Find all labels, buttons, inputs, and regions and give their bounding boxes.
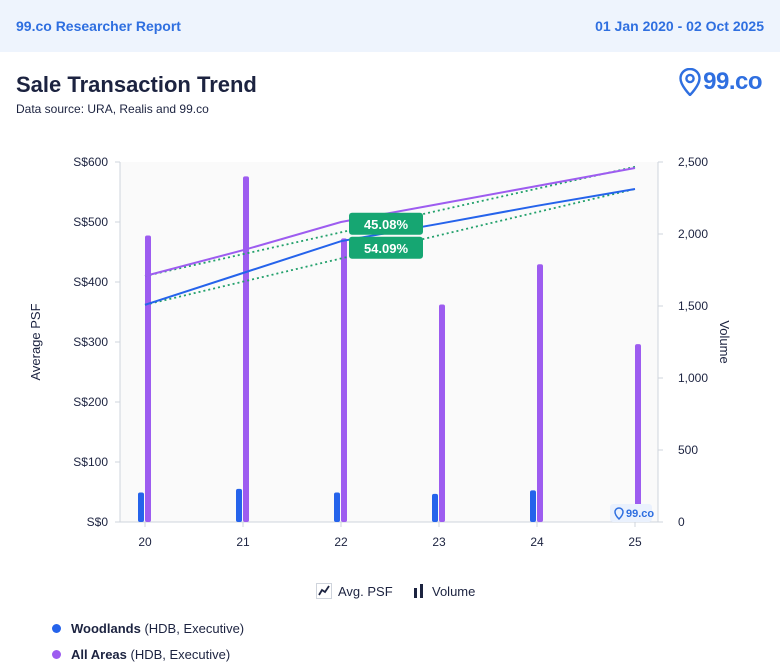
series-legend-name: All Areas (71, 647, 127, 662)
x-axis-tick-label: 20 (138, 535, 152, 549)
left-axis-tick-label: S$400 (73, 275, 108, 289)
growth-badge-bg (349, 236, 423, 259)
right-axis-tick-label: 500 (678, 443, 698, 457)
legend-volume-label: Volume (432, 583, 476, 599)
volume-bar-all-areas (341, 238, 347, 522)
right-axis-tick-label: 0 (678, 515, 685, 529)
watermark-text: 99.co (626, 508, 654, 520)
volume-bar-all-areas (537, 264, 543, 522)
left-axis-label: Average PSF (28, 303, 43, 380)
volume-bar-woodlands (236, 488, 242, 522)
location-pin-icon (679, 68, 701, 96)
growth-badge-label: 45.08% (364, 217, 409, 232)
brand-logo: 99.co (679, 68, 762, 96)
report-title: 99.co Researcher Report (16, 18, 181, 34)
data-source: Data source: URA, Realis and 99.co (16, 102, 209, 116)
growth-badge-bg (349, 212, 423, 235)
watermark-pin-icon (614, 507, 624, 521)
volume-bar-woodlands (334, 492, 340, 522)
volume-bar-all-areas (243, 176, 249, 522)
growth-badge-label: 54.09% (364, 241, 409, 256)
x-axis-tick-label: 21 (236, 535, 250, 549)
legend-avg-psf[interactable]: Avg. PSF (316, 583, 393, 599)
chart-watermark: 99.co (610, 504, 654, 522)
sale-transaction-chart: S$0 S$100 S$200 S$300 S$400 S$500 S$600 0 500 1,0… (28, 155, 732, 549)
left-axis-tick-label: S$0 (87, 515, 109, 529)
series-legend-detail: (HDB, Executive) (144, 621, 245, 636)
left-axis-tick-label: S$300 (73, 335, 108, 349)
woodlands-color-dot (52, 624, 61, 633)
all-areas-color-dot (52, 650, 61, 659)
volume-bar-woodlands (530, 490, 536, 522)
right-axis-label: Volume (717, 320, 732, 363)
left-axis-tick-label: S$100 (73, 455, 108, 469)
series-legend-woodlands: Woodlands (HDB, Executive) (52, 621, 244, 636)
series-legend-detail: (HDB, Executive) (130, 647, 231, 662)
x-axis-tick-label: 23 (432, 535, 446, 549)
report-header-bar: 99.co Researcher Report 01 Jan 2020 - 02… (0, 0, 780, 52)
legend-volume[interactable]: Volume (412, 583, 475, 599)
date-range: 01 Jan 2020 - 02 Oct 2025 (595, 18, 764, 34)
right-axis-tick-label: 1,500 (678, 299, 708, 313)
left-axis-tick-label: S$500 (73, 215, 108, 229)
series-legend-all-areas: All Areas (HDB, Executive) (52, 647, 230, 662)
line-chart-icon (316, 583, 332, 599)
logo-text: 99.co (703, 68, 762, 95)
volume-bar-all-areas (635, 344, 641, 522)
volume-bar-woodlands (432, 493, 438, 522)
legend-avg-psf-label: Avg. PSF (338, 583, 393, 599)
right-axis-tick-label: 2,500 (678, 155, 708, 169)
chart-title: Sale Transaction Trend (16, 72, 257, 97)
right-axis-tick-label: 2,000 (678, 227, 708, 241)
growth-badge: 54.09% (349, 236, 423, 259)
series-legend-name: Woodlands (71, 621, 141, 636)
x-axis-tick-label: 25 (628, 535, 642, 549)
x-axis-tick-label: 24 (530, 535, 544, 549)
x-axis-tick-label: 22 (334, 535, 348, 549)
right-axis-tick-label: 1,000 (678, 371, 708, 385)
volume-bar-all-areas (439, 304, 445, 522)
left-axis-tick-label: S$200 (73, 395, 108, 409)
growth-badge: 45.08% (349, 212, 423, 235)
bar-chart-icon (414, 584, 423, 598)
left-axis-tick-label: S$600 (73, 155, 108, 169)
volume-bar-all-areas (145, 235, 151, 522)
volume-bar-woodlands (138, 492, 144, 522)
